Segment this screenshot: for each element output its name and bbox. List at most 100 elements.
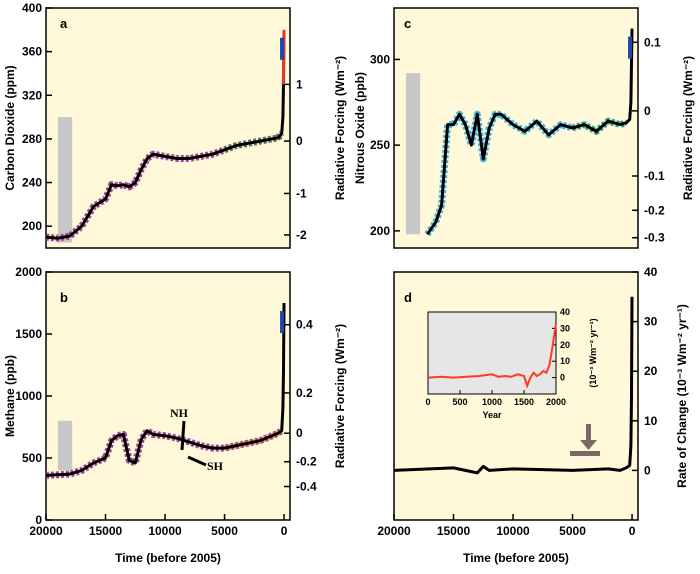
y-tick-label: 500 — [22, 451, 42, 465]
panel-b-methane: b Methane (ppb) Radiative Forcing (Wm⁻²)… — [3, 265, 347, 565]
y-tick-label: 240 — [22, 176, 42, 190]
panel-b-plot-area — [45, 271, 291, 521]
panel-c-letter: c — [404, 16, 411, 31]
y-tick-label: 400 — [22, 1, 42, 15]
panel-b-y2label: Radiative Forcing (Wm⁻²) — [333, 324, 347, 468]
grey-bar — [405, 73, 421, 235]
y2-tick-label: -1 — [296, 186, 307, 200]
y-tick-label: 0 — [35, 513, 42, 527]
y2-tick-label: 0.2 — [296, 386, 313, 400]
panel-b-annotation-nh: NH — [170, 406, 189, 420]
y-tick-label: 1000 — [15, 389, 42, 403]
inset-y-tick-label: 20 — [560, 340, 570, 350]
panel-d-inset: 0 500 1000 1500 2000 0 10 20 30 40 Year (10⁻³ Wm… — [425, 307, 598, 420]
panel-b-sh-pointer — [187, 455, 207, 467]
panel-a-letter: a — [60, 16, 68, 31]
x-tick-label: 5000 — [211, 524, 238, 538]
inset-x-tick-label: 1500 — [514, 397, 534, 407]
x-tick-label: 20000 — [29, 524, 63, 538]
panel-b-letter: b — [60, 290, 68, 305]
y-tick-label: 1500 — [15, 327, 42, 341]
inset-xlabel: Year — [482, 410, 502, 420]
grey-bar — [57, 420, 73, 471]
y2-tick-label: 0.1 — [644, 35, 661, 49]
panel-d-y2-ticks: 40 30 20 10 0 — [632, 265, 658, 477]
panel-c-series — [424, 28, 634, 237]
x-tick-label: 0 — [629, 524, 636, 538]
panel-c-ylabel: Nitrous Oxide (ppb) — [353, 72, 367, 184]
panel-c-n2o: c Nitrous Oxide (ppb) Radiative Forcing … — [353, 7, 695, 249]
arrow-head — [580, 440, 597, 450]
y2-tick-label: 0 — [644, 463, 651, 477]
y2-tick-label: 1 — [296, 77, 303, 91]
panel-c-grey-bar — [405, 73, 421, 235]
panel-b-ylabel: Methane (ppb) — [3, 355, 17, 437]
y2-tick-label: 30 — [644, 315, 658, 329]
y2-tick-label: -0.2 — [296, 455, 317, 469]
series-fit-line — [45, 302, 286, 477]
panel-d-arrow-icon — [570, 424, 600, 456]
y2-tick-label: 0 — [296, 134, 303, 148]
panel-c-y-ticks: 200 250 300 — [370, 52, 400, 238]
inset-y-tick-label: 0 — [560, 373, 565, 383]
y-tick-label: 200 — [22, 219, 42, 233]
y-tick-label: 200 — [370, 224, 390, 238]
inset-line — [427, 323, 557, 389]
panel-a-co2: a Carbon Dioxide (ppm) Radiative Forcing… — [3, 1, 347, 249]
y2-tick-label: -0.3 — [644, 231, 665, 245]
series-fit-line — [426, 28, 634, 236]
y2-tick-label: 0 — [296, 426, 303, 440]
panel-b-x-ticks: 20000 15000 10000 5000 0 — [29, 514, 288, 538]
x-tick-label: 10000 — [148, 524, 182, 538]
panel-b-series — [45, 302, 286, 479]
y-tick-label: 360 — [22, 45, 42, 59]
inset-x-tick-label: 2000 — [546, 397, 566, 407]
panel-d-series — [393, 296, 634, 475]
inset-ylabel: (10⁻³ Wm⁻² yr⁻¹) — [588, 318, 598, 387]
panel-b-grey-bar — [57, 420, 73, 471]
y2-tick-label: 20 — [644, 364, 658, 378]
y-tick-label: 300 — [370, 52, 390, 66]
y2-tick-label: -0.4 — [296, 480, 317, 494]
panel-a-y-ticks: 200 240 280 320 360 400 — [22, 1, 52, 233]
y-tick-label: 2000 — [15, 265, 42, 279]
inset-y-tick-label: 30 — [560, 323, 570, 333]
panel-d-plot-area — [393, 271, 639, 521]
panel-c-y2-ticks: 0.1 0 -0.1 -0.2 -0.3 — [632, 35, 665, 245]
inset-y-tick-label: 10 — [560, 356, 570, 366]
y2-tick-label: 0.4 — [296, 318, 313, 332]
inset-x-tick-label: 1000 — [482, 397, 502, 407]
series-fit-line — [45, 31, 286, 240]
inset-series — [427, 323, 557, 389]
y2-tick-label: -0.2 — [644, 203, 665, 217]
panel-d-letter: d — [404, 290, 412, 305]
arrow-base — [570, 451, 600, 456]
panel-c-y2label: Radiative Forcing (Wm⁻²) — [681, 56, 695, 200]
panel-d-y2label: Rate of Change (10⁻³ Wm⁻² yr⁻¹) — [675, 304, 689, 488]
panel-d-xlabel: Time (before 2005) — [463, 551, 569, 565]
panel-a-plot-area — [45, 7, 291, 249]
y-tick-label: 250 — [370, 138, 390, 152]
inset-y-tick-label: 40 — [560, 307, 570, 317]
x-tick-label: 0 — [281, 524, 288, 538]
inset-x-ticks: 0 500 1000 1500 2000 — [425, 390, 566, 407]
inset-y-ticks: 0 10 20 30 40 — [552, 307, 570, 383]
x-tick-label: 10000 — [496, 524, 530, 538]
y2-tick-label: 0 — [644, 104, 651, 118]
y2-tick-label: 40 — [644, 265, 658, 279]
x-tick-label: 5000 — [559, 524, 586, 538]
panel-b-y2-ticks: 0.4 0.2 0 -0.2 -0.4 — [284, 318, 317, 494]
x-tick-label: 20000 — [377, 524, 411, 538]
y-tick-label: 320 — [22, 88, 42, 102]
panel-d-x-ticks: 20000 15000 10000 5000 0 — [377, 514, 636, 538]
inset-x-tick-label: 0 — [425, 397, 430, 407]
series-fit-line — [393, 296, 634, 475]
panel-a-ylabel: Carbon Dioxide (ppm) — [3, 65, 17, 190]
y-tick-label: 280 — [22, 132, 42, 146]
y2-tick-label: 10 — [644, 414, 658, 428]
panel-d-rate: d Rate of Change (10⁻³ Wm⁻² yr⁻¹) Time (… — [377, 265, 689, 565]
x-tick-label: 15000 — [89, 524, 123, 538]
grey-bar — [57, 117, 73, 243]
inset-x-tick-label: 500 — [452, 397, 467, 407]
